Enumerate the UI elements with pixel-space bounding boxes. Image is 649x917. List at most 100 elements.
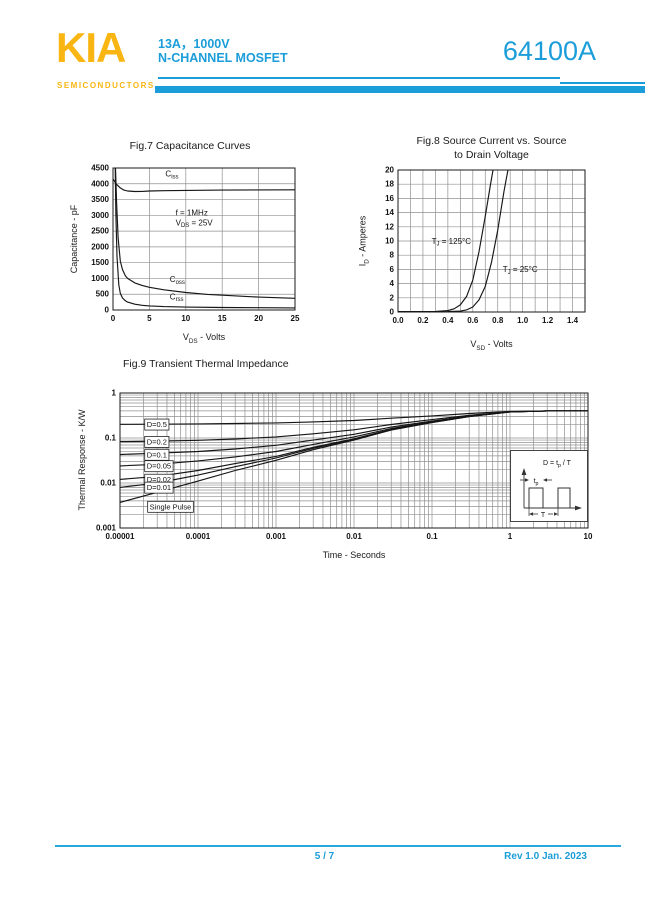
y-tick-label: 3500 (91, 195, 109, 204)
y-tick-label: 2 (390, 293, 395, 302)
y-tick-label: 20 (385, 166, 394, 175)
x-tick-label: 0.0 (392, 316, 404, 325)
fig8-x-axis-label: VSD - Volts (470, 339, 513, 352)
curve-label: TJ = 25°C (503, 265, 538, 276)
footer-rule (55, 845, 621, 847)
curve-label: D=0.05 (147, 462, 171, 471)
curve-label: D=0.2 (147, 437, 167, 446)
series-Coss (114, 168, 295, 299)
inset-t-arrow-right (554, 512, 558, 516)
x-tick-label: 0.0001 (186, 532, 211, 541)
x-tick-label: 15 (218, 314, 227, 323)
fig7-capacitance-chart: 0 5 10 15 20 25 0 500 1000 1500 2000 2500 3000 3500 40… (60, 135, 320, 360)
curve-label: f = 1MHz VDS = 25V (176, 208, 214, 229)
x-tick-label: 0.4 (442, 316, 454, 325)
x-tick-label: 0.00001 (106, 532, 135, 541)
fig9-thermal-impedance-chart: 0.00001 0.0001 0.001 0.01 0.1 1 10 1 0.1 0.01 0.00… (35, 355, 635, 570)
series-Ciss (113, 178, 295, 193)
x-tick-label: 20 (254, 314, 263, 323)
y-tick-label: 2000 (91, 242, 109, 251)
y-tick-label: 0 (105, 306, 110, 315)
inset-up-arrowhead (521, 468, 527, 475)
series-TJ=125C (398, 170, 494, 312)
inset-right-arrowhead (575, 505, 582, 511)
inset-period-label: T (541, 512, 546, 519)
curve-label-box (144, 460, 174, 473)
plot-border (119, 392, 589, 529)
y-tick-label: 0.1 (105, 434, 117, 443)
y-tick-label: 6 (390, 265, 395, 274)
page-number: 5 / 7 (314, 851, 335, 862)
fig9-title: Fig.9 Transient Thermal Impedance (123, 358, 289, 370)
y-tick-label: 10 (385, 237, 394, 246)
plot-border (112, 167, 296, 311)
y-tick-label: 1 (112, 389, 117, 398)
y-tick-label: 500 (96, 290, 110, 299)
y-tick-label: 12 (385, 222, 394, 231)
y-tick-label: 4 (390, 279, 395, 288)
x-tick-label: 0.8 (492, 316, 504, 325)
y-tick-label: 16 (385, 194, 394, 203)
x-tick-label: 0.1 (426, 532, 438, 541)
y-tick-label: 14 (385, 208, 394, 217)
curve-label: D=0.1 (147, 450, 167, 459)
curve-label-box (144, 436, 170, 448)
x-tick-label: 0 (111, 314, 116, 323)
curve-label-box (147, 500, 194, 513)
curve-label-box (144, 481, 174, 494)
fig8-title-line2: to Drain Voltage (454, 149, 529, 161)
inset-tp-label: tp (534, 478, 539, 487)
y-tick-label: 3000 (91, 211, 109, 220)
x-tick-label: 1.4 (567, 316, 579, 325)
y-tick-label: 8 (390, 251, 395, 260)
series-Crss (114, 168, 295, 309)
inset-formula: D = tp / T (543, 460, 572, 469)
x-tick-label: 0.01 (346, 532, 362, 541)
x-tick-label: 0.001 (266, 532, 287, 541)
kia-logo: KIA (56, 24, 126, 71)
inset-border (510, 450, 588, 522)
fig7-title: Fig.7 Capacitance Curves (129, 140, 251, 152)
inset-tp-arrow-right (543, 478, 547, 482)
curve-label: D=0.02 (147, 475, 171, 484)
fig8-source-current-chart: 0.0 0.2 0.4 0.6 0.8 1.0 1.2 1.4 0 2 4 6 8 10 12 14 16 18 2… (355, 133, 620, 368)
curve-label: TJ = 125°C (432, 237, 472, 248)
header-spec-line1: 13A，1000V (158, 37, 230, 51)
fig9-plot: 0.00001 0.0001 0.001 0.01 0.1 1 10 1 0.1 0.01 0.00… (96, 389, 593, 542)
fig9-x-axis-label: Time - Seconds (322, 550, 386, 560)
y-tick-label: 0 (390, 308, 395, 317)
plot-border (397, 169, 586, 313)
y-tick-label: 18 (385, 180, 394, 189)
fig8-title-line1: Fig.8 Source Current vs. Source (416, 135, 567, 147)
y-tick-label: 4000 (91, 179, 109, 188)
fig7-plot: 0 5 10 15 20 25 0 500 1000 1500 2000 2500 3000 3500 40… (91, 164, 300, 324)
x-tick-label: 0.2 (417, 316, 429, 325)
series-Single Pulse (120, 410, 588, 503)
x-tick-label: 1.2 (542, 316, 554, 325)
inset-t-arrow-left (529, 512, 533, 516)
y-tick-label: 0.01 (100, 479, 116, 488)
duty-cycle-inset-diagram: D = tp / T tp T (510, 450, 588, 522)
fig9-y-axis-label: Thermal Response - K/W (77, 409, 87, 511)
x-tick-label: 5 (147, 314, 152, 323)
x-tick-label: 10 (584, 532, 593, 541)
x-tick-label: 10 (181, 314, 190, 323)
x-tick-label: 1.0 (517, 316, 529, 325)
inset-tp-arrow-left (525, 478, 529, 482)
curve-label: Ciss (165, 170, 178, 181)
curve-label: D=0.5 (147, 420, 167, 429)
header-rule-thin (158, 77, 560, 79)
part-number: 64100A (502, 36, 596, 66)
series-TJ=25C (398, 170, 509, 312)
y-tick-label: 1000 (91, 274, 109, 283)
fig7-x-axis-label: VDS - Volts (182, 332, 226, 345)
curve-label-box (144, 418, 170, 431)
fig8-y-axis-label: ID - Amperes (357, 215, 371, 267)
header-rule-thin-right (560, 82, 645, 84)
y-tick-label: 4500 (91, 164, 109, 173)
curve-label: D=0.01 (147, 483, 171, 492)
x-tick-label: 1 (508, 532, 513, 541)
curve-label: Crss (170, 292, 184, 303)
header-spec-line2: N-CHANNEL MOSFET (158, 51, 288, 65)
